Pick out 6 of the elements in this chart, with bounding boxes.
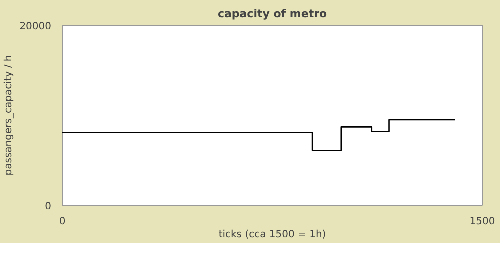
y-axis-title: passangers_capacity / h xyxy=(4,55,15,176)
x-tick-label: 1500 xyxy=(470,216,496,228)
chart-title: capacity of metro xyxy=(218,8,328,20)
y-tick-label: 20000 xyxy=(20,22,52,32)
line-series xyxy=(62,119,456,152)
x-axis-title: ticks (cca 1500 = 1h) xyxy=(218,230,326,240)
